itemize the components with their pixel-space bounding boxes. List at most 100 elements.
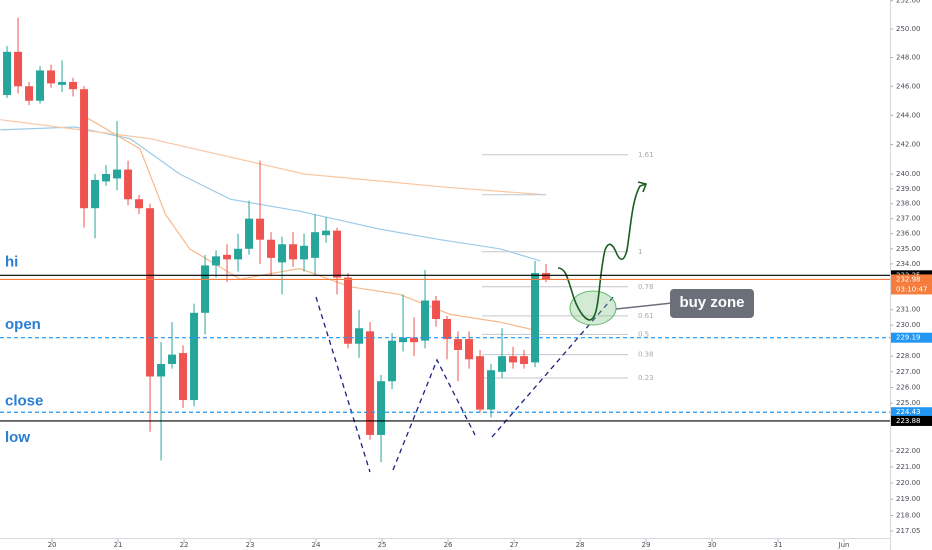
- price-tag-label: 229.19: [896, 334, 921, 342]
- candle-body: [432, 300, 441, 319]
- candle-body: [234, 248, 243, 260]
- axes: 252.00 250.00 248.00 246.00 244.00 242.00 240.…: [48, 0, 932, 549]
- candle-body: [498, 356, 507, 372]
- x-tick-label: 29: [642, 541, 651, 549]
- candle-body: [322, 230, 331, 236]
- fib-label: 0.61: [638, 312, 654, 320]
- candle-body: [212, 256, 221, 266]
- x-tick-label: 28: [576, 541, 585, 549]
- y-tick-label: 220.00: [896, 479, 921, 487]
- candle-body: [124, 169, 133, 200]
- candle-body: [135, 199, 144, 209]
- y-tick-label: 221.00: [896, 463, 921, 471]
- price-tag: [891, 274, 932, 285]
- candle-body: [421, 300, 430, 341]
- y-tick-label: 230.00: [896, 321, 921, 329]
- candle-body: [80, 89, 89, 209]
- price-tag: [891, 332, 932, 343]
- fib-label: 0.78: [638, 283, 654, 291]
- candle-body: [399, 337, 408, 343]
- candle-body: [355, 328, 364, 344]
- candle-body: [25, 86, 34, 101]
- candle-body: [509, 356, 518, 363]
- fib-label: 0.38: [638, 351, 654, 359]
- candle-body: [289, 244, 298, 260]
- candle-body: [531, 273, 540, 363]
- candle-body: [542, 273, 551, 280]
- y-tick-label: 246.00: [896, 82, 921, 90]
- y-tick-label: 248.00: [896, 54, 921, 62]
- price-tag: [891, 415, 932, 426]
- fib-label: 0.23: [638, 374, 654, 382]
- candle-body: [388, 340, 397, 382]
- candle-body: [146, 208, 155, 377]
- x-tick-label: 22: [180, 541, 189, 549]
- y-tick-label: 222.00: [896, 447, 921, 455]
- y-tick-label: 250.00: [896, 25, 921, 33]
- fib-label: 1: [638, 248, 642, 256]
- level-label: low: [5, 429, 30, 446]
- candle-body: [278, 244, 287, 263]
- callout-box: [670, 289, 754, 318]
- y-tick-label: 228.00: [896, 352, 921, 360]
- candle-body: [36, 70, 45, 101]
- x-tick-label: 21: [114, 541, 123, 549]
- y-tick-label: 242.00: [896, 141, 921, 149]
- candle-body: [443, 318, 452, 340]
- y-tick-label: 240.00: [896, 170, 921, 178]
- countdown-label: 03:10:47: [896, 285, 927, 293]
- y-tick-label: 234.00: [896, 260, 921, 268]
- candle-body: [14, 51, 23, 87]
- candle-body: [366, 331, 375, 435]
- candle-body: [344, 277, 353, 344]
- candle-body: [333, 230, 342, 278]
- projection-arrow: [557, 183, 647, 321]
- countdown-tag: [891, 284, 932, 295]
- candle-body: [465, 339, 474, 360]
- x-tick-label: 27: [510, 541, 519, 549]
- candle-body: [476, 356, 485, 410]
- levels: hi open close low: [0, 253, 890, 446]
- moving-average: [84, 116, 541, 332]
- y-tick-label: 231.00: [896, 306, 921, 314]
- fib-label: 0.5: [638, 330, 649, 338]
- x-tick-label: 31: [774, 541, 783, 549]
- candle-body: [377, 381, 386, 435]
- price-tag-label: 232.98: [896, 275, 921, 283]
- price-tag-label: 223.88: [896, 417, 921, 425]
- candle-body: [256, 218, 265, 240]
- y-tick-label: 236.00: [896, 230, 921, 238]
- x-tick-label: Jun: [838, 541, 850, 549]
- candle-body: [58, 81, 67, 85]
- y-tick-label: 226.00: [896, 383, 921, 391]
- y-tick-label: 238.00: [896, 200, 921, 208]
- candle-body: [245, 218, 254, 249]
- callout-pointer: [615, 302, 673, 310]
- candle-body: [157, 363, 166, 377]
- candle-body: [223, 254, 232, 260]
- moving-average: [0, 119, 547, 196]
- candle-body: [201, 265, 210, 313]
- candle-body: [410, 337, 419, 343]
- y-tick-label: 237.00: [896, 215, 921, 223]
- x-tick-label: 30: [708, 541, 717, 549]
- level-label: hi: [5, 253, 18, 270]
- buy-zone-ellipse: [569, 290, 617, 326]
- y-tick-label: 235.00: [896, 245, 921, 253]
- y-tick-label: 219.00: [896, 495, 921, 503]
- x-tick-label: 23: [246, 541, 255, 549]
- candle-body: [520, 356, 529, 364]
- y-tick-label: 239.00: [896, 185, 921, 193]
- callout-text: buy zone: [679, 294, 744, 311]
- x-tick-label: 25: [378, 541, 387, 549]
- candle-body: [3, 51, 12, 95]
- candle-body: [454, 339, 463, 350]
- y-tick-label: 244.00: [896, 111, 921, 119]
- candle-body: [102, 173, 111, 182]
- y-tick-label: 225.00: [896, 399, 921, 407]
- candle-body: [267, 239, 276, 258]
- y-tick-label: 252.00: [896, 0, 921, 5]
- x-tick-label: 26: [444, 541, 453, 549]
- candle-body: [168, 354, 177, 364]
